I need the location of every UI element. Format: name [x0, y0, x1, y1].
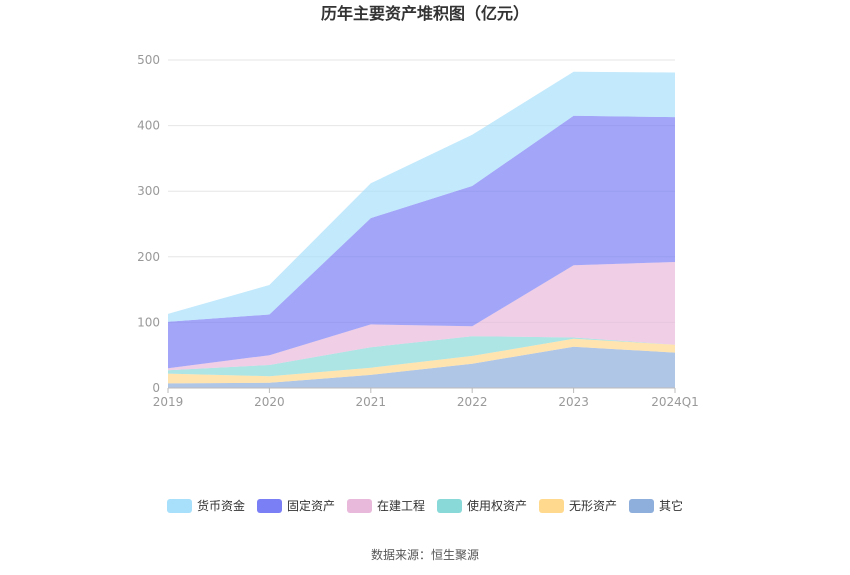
legend-label: 在建工程	[377, 498, 425, 513]
legend-item-其它[interactable]: 其它	[629, 498, 683, 513]
legend-swatch	[347, 499, 372, 513]
legend-label: 固定资产	[287, 498, 335, 513]
x-tick-label: 2020	[254, 395, 285, 409]
y-tick-label: 300	[137, 184, 160, 198]
area-series	[168, 71, 675, 388]
legend-label: 货币资金	[197, 498, 245, 513]
legend-item-固定资产[interactable]: 固定资产	[257, 498, 335, 513]
y-tick-label: 400	[137, 119, 160, 133]
area-在建工程	[168, 262, 675, 371]
legend-item-使用权资产[interactable]: 使用权资产	[437, 498, 527, 513]
legend-swatch	[437, 499, 462, 513]
y-tick-label: 200	[137, 250, 160, 264]
legend-label: 其它	[659, 498, 683, 513]
legend: 货币资金 固定资产 在建工程 使用权资产 无形资产 其它	[167, 498, 683, 513]
source-note: 数据来源：恒生聚源	[371, 547, 479, 562]
x-tick-label: 2021	[356, 395, 387, 409]
legend-label: 无形资产	[569, 499, 617, 513]
legend-label: 使用权资产	[467, 498, 527, 513]
y-tick-label: 500	[137, 53, 160, 67]
area-货币资金	[168, 71, 675, 322]
y-tick-label: 100	[137, 315, 160, 329]
x-tick-label: 2022	[457, 395, 488, 409]
y-tick-label: 0	[152, 381, 160, 395]
legend-item-在建工程[interactable]: 在建工程	[347, 498, 425, 513]
area-无形资产	[168, 338, 675, 384]
legend-swatch	[167, 499, 192, 513]
area-固定资产	[168, 115, 675, 369]
x-tick-label: 2023	[558, 395, 589, 409]
legend-item-货币资金[interactable]: 货币资金	[167, 498, 245, 513]
legend-swatch	[257, 499, 282, 513]
x-tick-label: 2024Q1	[651, 395, 699, 409]
chart-title: 历年主要资产堆积图（亿元）	[321, 4, 529, 23]
area-使用权资产	[168, 336, 675, 377]
legend-item-无形资产[interactable]: 无形资产	[539, 499, 617, 513]
x-tick-label: 2019	[153, 395, 184, 409]
legend-swatch	[629, 499, 654, 513]
axes: 0 100 200 300 400 500 2019 2020 2021 2022 2023 2024…	[137, 53, 699, 409]
area-其它	[168, 346, 675, 388]
legend-swatch	[539, 499, 564, 513]
